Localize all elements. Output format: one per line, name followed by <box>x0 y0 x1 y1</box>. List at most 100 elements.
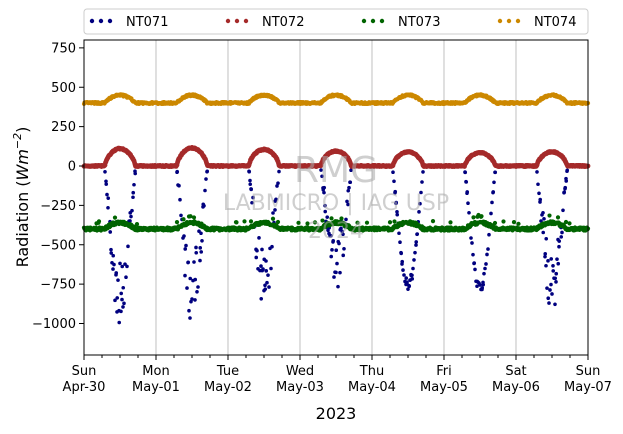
data-point <box>410 277 415 281</box>
legend-label: NT073 <box>398 15 440 30</box>
data-point <box>412 258 416 262</box>
data-point <box>117 320 122 325</box>
data-point <box>419 190 423 195</box>
data-point <box>473 267 477 272</box>
data-point <box>541 230 546 235</box>
y-axis: 750 500 250 0 −250 −500 −750 −1000 <box>32 41 84 332</box>
watermark-line2: LABMICRO | IAG USP <box>223 191 449 216</box>
legend-label: NT071 <box>126 15 168 30</box>
data-point <box>516 221 521 226</box>
x-tick-date: May-03 <box>276 380 324 395</box>
data-point <box>130 208 134 213</box>
data-point <box>341 232 345 237</box>
data-point <box>544 236 549 241</box>
data-point <box>267 285 271 289</box>
data-point <box>478 283 482 287</box>
data-point <box>186 260 191 265</box>
data-point <box>339 226 343 231</box>
legend-marker <box>379 18 385 24</box>
data-point <box>178 197 182 202</box>
data-point <box>133 171 138 176</box>
data-point <box>247 169 252 174</box>
data-point <box>549 282 553 287</box>
legend-marker <box>506 18 512 24</box>
x-tick-day: Sun <box>72 364 97 379</box>
data-point <box>541 210 545 215</box>
data-point <box>266 273 270 277</box>
x-tick-day: Wed <box>286 364 314 379</box>
data-point <box>183 247 188 251</box>
y-axis-title-main: Radiation ( <box>13 180 32 267</box>
data-point <box>342 246 346 251</box>
data-point <box>492 220 498 226</box>
data-point <box>312 220 318 225</box>
y-tick-label: −250 <box>40 199 76 214</box>
data-point <box>335 261 339 266</box>
data-point <box>414 243 418 247</box>
legend-item-nt072: NT072 <box>225 15 304 30</box>
data-point <box>259 297 264 301</box>
data-point <box>259 264 263 268</box>
data-point <box>469 236 473 240</box>
data-point <box>346 188 351 193</box>
data-point <box>132 182 136 187</box>
data-point <box>248 178 252 183</box>
legend-label: NT072 <box>262 15 304 30</box>
data-point <box>554 280 558 284</box>
x-axis: SunApr-30MonMay-01TueMay-02WedMay-03ThuM… <box>63 355 612 395</box>
x-tick-day: Thu <box>359 364 384 379</box>
data-point <box>448 220 453 225</box>
data-point <box>334 248 339 252</box>
data-point <box>501 219 506 224</box>
legend-item-nt073: NT073 <box>361 15 440 30</box>
data-point <box>467 210 471 215</box>
data-point <box>547 213 552 218</box>
data-point <box>480 286 485 290</box>
data-point <box>543 251 548 256</box>
data-point <box>112 215 118 220</box>
data-point <box>296 220 301 225</box>
data-point <box>404 276 409 280</box>
data-point <box>340 229 345 234</box>
data-point <box>329 254 334 259</box>
data-point <box>276 181 280 185</box>
data-point <box>196 285 200 289</box>
data-point <box>108 230 113 234</box>
data-point <box>466 201 470 206</box>
data-point <box>555 215 561 220</box>
data-point <box>485 252 489 257</box>
data-point <box>550 292 554 296</box>
legend: NT071 NT072 NT073 NT074 <box>83 8 589 35</box>
data-point <box>104 182 109 186</box>
data-point <box>319 168 323 172</box>
y-tick-label: −1000 <box>32 317 76 332</box>
data-point <box>270 216 276 221</box>
data-point <box>338 270 342 275</box>
data-point <box>275 184 279 188</box>
data-point <box>551 263 555 268</box>
data-point <box>204 177 208 181</box>
data-point <box>543 254 547 259</box>
data-point <box>402 273 406 277</box>
data-point <box>188 276 193 281</box>
data-point <box>305 221 310 226</box>
data-point <box>481 282 486 287</box>
data-point <box>193 298 197 302</box>
y-tick-label: −750 <box>40 278 76 293</box>
y-axis-title-exp: −2 <box>11 133 24 149</box>
data-point <box>106 196 111 200</box>
legend-marker <box>370 18 376 24</box>
data-point <box>129 214 133 219</box>
x-tick-date: May-05 <box>420 380 468 395</box>
data-point <box>194 250 199 255</box>
data-point <box>248 182 253 187</box>
data-point <box>109 247 113 252</box>
data-point <box>322 185 327 190</box>
data-point <box>121 305 125 309</box>
data-point <box>391 170 395 175</box>
data-point <box>418 201 422 206</box>
data-point <box>198 246 203 250</box>
legend-marker <box>361 18 367 24</box>
data-point <box>553 302 557 307</box>
grid-lines <box>155 40 517 355</box>
